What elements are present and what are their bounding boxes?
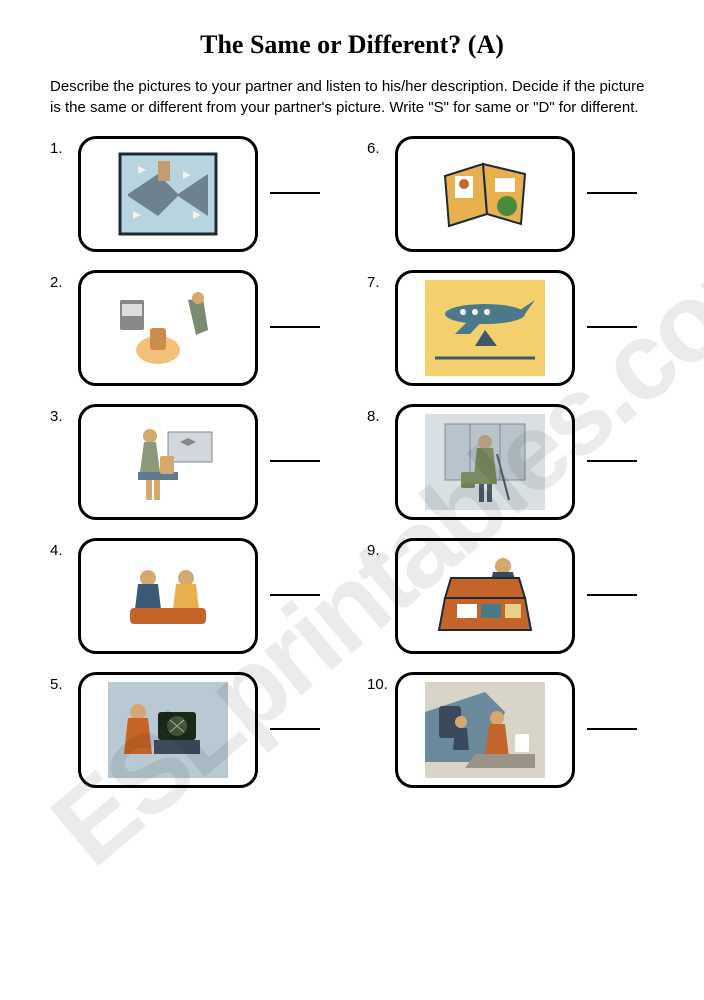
answer-blank[interactable]: [270, 192, 320, 194]
worksheet-item: 5.: [50, 672, 337, 788]
picture-card: [395, 538, 575, 654]
worksheet-item: 9.: [367, 538, 654, 654]
picture-card: [395, 672, 575, 788]
airport-aerial-clipart: [108, 146, 228, 242]
item-number: 3.: [50, 404, 72, 425]
answer-blank[interactable]: [587, 728, 637, 730]
worksheet-columns: 1. 2. 3.: [50, 136, 654, 788]
worksheet-item: 8.: [367, 404, 654, 520]
worksheet-title: The Same or Different? (A): [50, 30, 654, 60]
passengers-seated-clipart: [108, 548, 228, 644]
worksheet-item: 2.: [50, 270, 337, 386]
airplane-clipart: [425, 280, 545, 376]
answer-blank[interactable]: [270, 326, 320, 328]
picture-card: [395, 404, 575, 520]
worksheet-item: 1.: [50, 136, 337, 252]
item-number: 6.: [367, 136, 389, 157]
item-number: 2.: [50, 270, 72, 291]
answer-blank[interactable]: [587, 460, 637, 462]
picture-card: [78, 672, 258, 788]
item-number: 8.: [367, 404, 389, 425]
picture-card: [78, 136, 258, 252]
instructions-text: Describe the pictures to your partner an…: [50, 76, 654, 118]
item-number: 7.: [367, 270, 389, 291]
picture-card: [78, 404, 258, 520]
answer-blank[interactable]: [587, 192, 637, 194]
worksheet-item: 6.: [367, 136, 654, 252]
item-number: 9.: [367, 538, 389, 559]
left-column: 1. 2. 3.: [50, 136, 337, 788]
control-room-clipart: [108, 682, 228, 778]
answer-blank[interactable]: [270, 728, 320, 730]
answer-blank[interactable]: [587, 326, 637, 328]
right-column: 6. 7. 8.: [367, 136, 654, 788]
answer-blank[interactable]: [587, 594, 637, 596]
picture-card: [395, 136, 575, 252]
item-number: 4.: [50, 538, 72, 559]
worksheet-item: 10.: [367, 672, 654, 788]
baggage-claim-clipart: [108, 280, 228, 376]
traveler-waiting-clipart: [108, 414, 228, 510]
answer-blank[interactable]: [270, 594, 320, 596]
boarding-plane-clipart: [425, 682, 545, 778]
worksheet-item: 4.: [50, 538, 337, 654]
item-number: 10.: [367, 672, 389, 693]
traveler-terminal-clipart: [425, 414, 545, 510]
picture-card: [78, 270, 258, 386]
item-number: 5.: [50, 672, 72, 693]
worksheet-item: 3.: [50, 404, 337, 520]
picture-card: [395, 270, 575, 386]
worksheet-item: 7.: [367, 270, 654, 386]
picture-card: [78, 538, 258, 654]
passport-clipart: [425, 146, 545, 242]
item-number: 1.: [50, 136, 72, 157]
answer-blank[interactable]: [270, 460, 320, 462]
briefcase-clipart: [425, 548, 545, 644]
